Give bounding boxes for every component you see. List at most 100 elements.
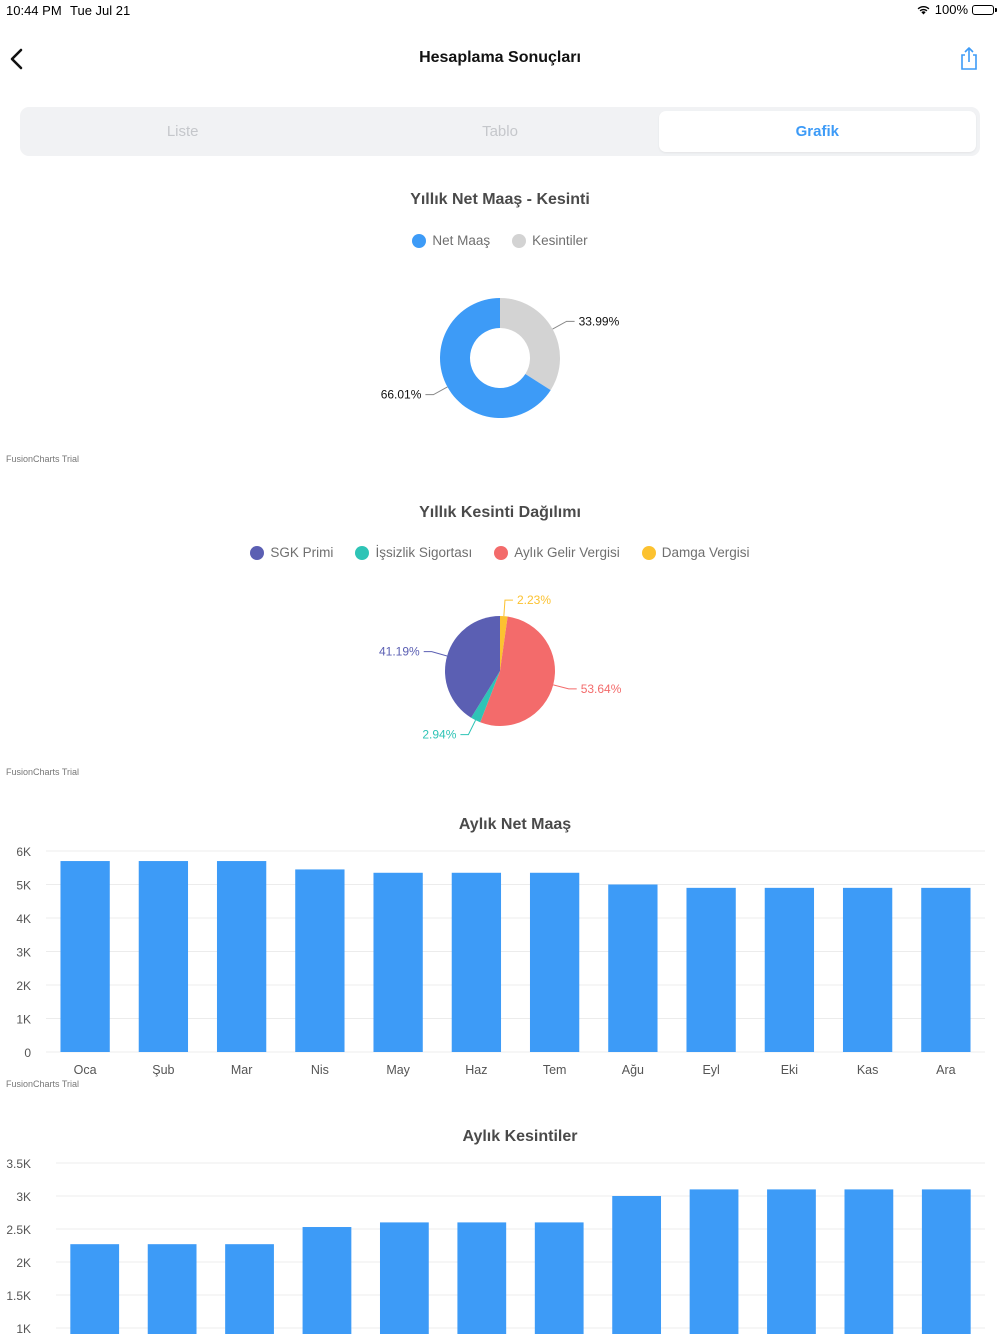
slice-sgk-primi[interactable] (445, 616, 500, 718)
x-tick-label: Oca (74, 1063, 97, 1077)
legend-item-net-maas[interactable]: Net Maaş (412, 233, 490, 248)
bar-oca[interactable] (60, 861, 110, 1052)
bar-chart-aylik-net-maas: 0 1K 2K 3K 4K 5K 6K Oca Şub Mar Nis May Haz Tem Ağu Eyl… (16, 845, 985, 1077)
slice-aylik-gelir-vergisi[interactable] (480, 616, 555, 726)
legend-dot (355, 545, 370, 560)
bar-tem[interactable] (529, 872, 580, 1052)
bar-sub[interactable] (138, 861, 189, 1052)
data-label-net-maas: 66.01% (381, 388, 422, 402)
data-label-aylik-gelir-vergisi: 53.64% (581, 682, 622, 696)
leader-line-net-maas (425, 386, 448, 396)
legend-label: Aylık Gelir Vergisi (514, 545, 620, 560)
x-tick-label: Tem (543, 1063, 567, 1077)
bar-ara[interactable] (921, 1189, 971, 1334)
y-tick-label: 3K (16, 946, 31, 960)
chevron-left-icon (10, 48, 23, 70)
slice-damga-vergisi[interactable] (500, 616, 508, 671)
tab-liste[interactable]: Liste (166, 123, 199, 140)
bar-eki[interactable] (764, 887, 815, 1052)
x-tick-label: May (386, 1063, 410, 1077)
bar-kas[interactable] (844, 1189, 894, 1334)
bar-agu[interactable] (608, 884, 658, 1053)
legend-dot (412, 233, 427, 248)
legend-label: Damga Vergisi (661, 545, 750, 560)
bar-sub[interactable] (147, 1244, 197, 1334)
bar-mar[interactable] (225, 1244, 274, 1334)
x-tick-label: Eki (781, 1063, 798, 1077)
bar-may[interactable] (373, 872, 423, 1052)
legend-item-issizlik-sigortasi[interactable]: İşsizlik Sigortası (355, 545, 472, 560)
bar-mar[interactable] (216, 861, 267, 1052)
x-tick-label: Nis (311, 1063, 329, 1077)
legend-item-aylik-gelir-vergisi[interactable]: Aylık Gelir Vergisi (494, 545, 620, 560)
share-button[interactable] (958, 46, 980, 72)
x-tick-label: Şub (152, 1063, 174, 1077)
legend-dot (512, 233, 527, 248)
chart-title-yillik-kesinti-dagilimi: Yıllık Kesinti Dağılımı (419, 504, 581, 521)
segmented-control: Liste Tablo Grafik (20, 107, 980, 156)
slice-i-ssizlik-sigortasi[interactable] (471, 671, 500, 723)
data-label-kesintiler: 33.99% (579, 314, 620, 328)
legend-dot (250, 545, 265, 560)
bar-nis[interactable] (302, 1227, 352, 1334)
slice-net-maas[interactable] (440, 298, 551, 418)
leader-line-aylik-gelir-vergisi (553, 684, 577, 690)
legend-chart-1: Net Maaş Kesintiler (0, 233, 1000, 248)
bar-eyl[interactable] (686, 887, 736, 1052)
y-tick-label: 4K (16, 912, 31, 926)
bar-may[interactable] (379, 1222, 429, 1334)
bar-kas[interactable] (842, 887, 893, 1052)
legend-label: SGK Primi (270, 545, 334, 560)
chart-title-aylik-kesintiler: Aylık Kesintiler (462, 1128, 578, 1145)
leader-line-i-ssizlik-sigortasi (460, 720, 476, 736)
x-tick-label: Kas (857, 1063, 879, 1077)
status-right: 100% (916, 2, 997, 17)
y-tick-label: 1K (16, 1013, 31, 1027)
bar-eyl[interactable] (689, 1189, 739, 1334)
x-tick-label: Ara (936, 1063, 956, 1077)
legend-dot (494, 545, 509, 560)
bar-eki[interactable] (767, 1189, 816, 1334)
page-title: Hesaplama Sonuçları (419, 49, 581, 66)
bar-haz[interactable] (457, 1222, 507, 1334)
bar-oca[interactable] (70, 1244, 120, 1334)
legend-item-sgk-primi[interactable]: SGK Primi (250, 545, 333, 560)
bar-ara[interactable] (921, 887, 971, 1052)
data-label-i-ssizlik-sigortasi: 2.94% (422, 728, 456, 742)
tab-grafik[interactable]: Grafik (658, 111, 976, 152)
pie-chart-kesinti-dagilimi: 2.23% 53.64% 2.94% 41.19% (379, 593, 622, 742)
tab-tablo[interactable]: Tablo (482, 123, 518, 140)
x-tick-label: Haz (465, 1063, 487, 1077)
battery-percent: 100% (934, 2, 968, 17)
chart-title-yillik-net-maas: Yıllık Net Maaş - Kesinti (410, 191, 590, 208)
bar-tem[interactable] (534, 1222, 584, 1334)
y-tick-label: 0 (24, 1046, 31, 1060)
x-tick-label: Ağu (622, 1063, 644, 1077)
legend-label: İşsizlik Sigortası (375, 545, 473, 560)
bar-nis[interactable] (295, 869, 345, 1052)
y-tick-label: 1.5K (6, 1289, 31, 1303)
trial-watermark-3: FusionCharts Trial (6, 1079, 80, 1089)
legend-item-damga-vergisi[interactable]: Damga Vergisi (641, 545, 750, 560)
wifi-icon (917, 5, 930, 15)
status-time: 10:44 PM (6, 3, 62, 18)
legend-item-kesintiler[interactable]: Kesintiler (512, 233, 588, 248)
bar-agu[interactable] (612, 1196, 662, 1334)
x-tick-label: Mar (231, 1063, 253, 1077)
y-tick-label: 3K (16, 1190, 31, 1204)
bar-haz[interactable] (451, 872, 502, 1052)
y-tick-label: 2K (16, 979, 31, 993)
leader-line-kesintiler (552, 320, 575, 330)
slice-kesintiler[interactable] (500, 298, 561, 391)
back-button[interactable] (6, 46, 32, 72)
trial-watermark-1: FusionCharts Trial (6, 454, 80, 464)
leader-line-damga-vergisi (503, 599, 513, 617)
legend-chart-2: SGK Primi İşsizlik Sigortası Aylık Gelir… (0, 545, 1000, 560)
status-date: Tue Jul 21 (70, 3, 131, 18)
y-tick-label: 1K (16, 1322, 31, 1334)
y-tick-label: 2K (16, 1256, 31, 1270)
x-tick-label: Eyl (702, 1063, 719, 1077)
legend-label: Net Maaş (432, 233, 491, 248)
share-icon (961, 47, 977, 70)
